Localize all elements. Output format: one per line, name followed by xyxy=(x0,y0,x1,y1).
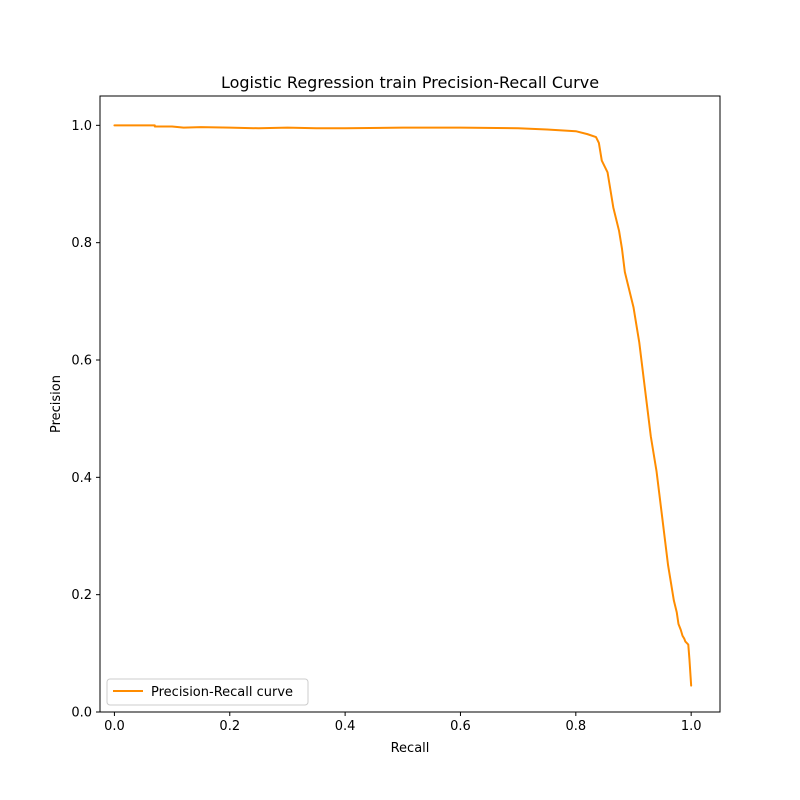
y-tick-label: 1.0 xyxy=(71,119,92,134)
x-tick-label: 0.4 xyxy=(335,719,356,734)
x-tick-label: 1.0 xyxy=(681,719,702,734)
legend-label: Precision-Recall curve xyxy=(151,685,293,700)
x-tick-label: 0.2 xyxy=(219,719,240,734)
x-tick-label: 0.0 xyxy=(104,719,125,734)
chart-title: Logistic Regression train Precision-Reca… xyxy=(221,73,599,92)
axis-ticks: 0.0 0.2 0.4 0.6 0.8 1.0 0.0 0.2 0.4 0.6 0.8 1.0 xyxy=(71,119,701,734)
y-axis-label: Precision xyxy=(49,375,64,433)
legend: Precision-Recall curve xyxy=(106,678,309,706)
y-tick-label: 0.0 xyxy=(71,706,92,721)
x-axis-label: Recall xyxy=(391,741,430,756)
y-tick-label: 0.6 xyxy=(71,354,92,369)
x-tick-label: 0.8 xyxy=(565,719,586,734)
legend-box xyxy=(106,678,309,706)
x-tick-label: 0.6 xyxy=(450,719,471,734)
y-tick-label: 0.8 xyxy=(71,236,92,251)
y-tick-label: 0.4 xyxy=(71,471,92,486)
y-tick-label: 0.2 xyxy=(71,588,92,603)
precision-recall-curve xyxy=(113,124,693,687)
plot-area-frame xyxy=(99,95,721,713)
plot-series xyxy=(113,124,693,687)
